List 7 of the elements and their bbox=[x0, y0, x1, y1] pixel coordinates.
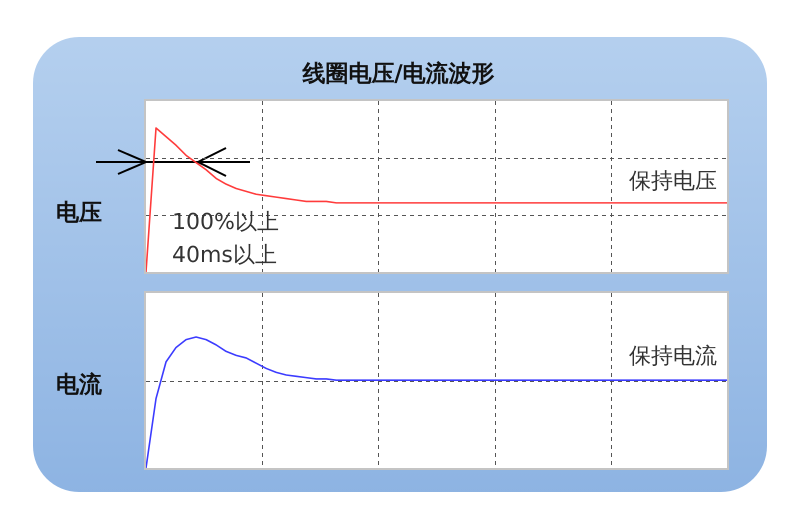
annotation: 100%以上 bbox=[172, 209, 279, 237]
y-axis-title: 电流 bbox=[56, 371, 102, 400]
annotation: 保持电流 bbox=[629, 343, 717, 371]
annotation: 保持电压 bbox=[629, 168, 717, 196]
y-axis-title: 电压 bbox=[56, 199, 102, 228]
chart-title: 线圈电压/电流波形 bbox=[301, 60, 496, 89]
annotation: 40ms以上 bbox=[172, 242, 277, 270]
